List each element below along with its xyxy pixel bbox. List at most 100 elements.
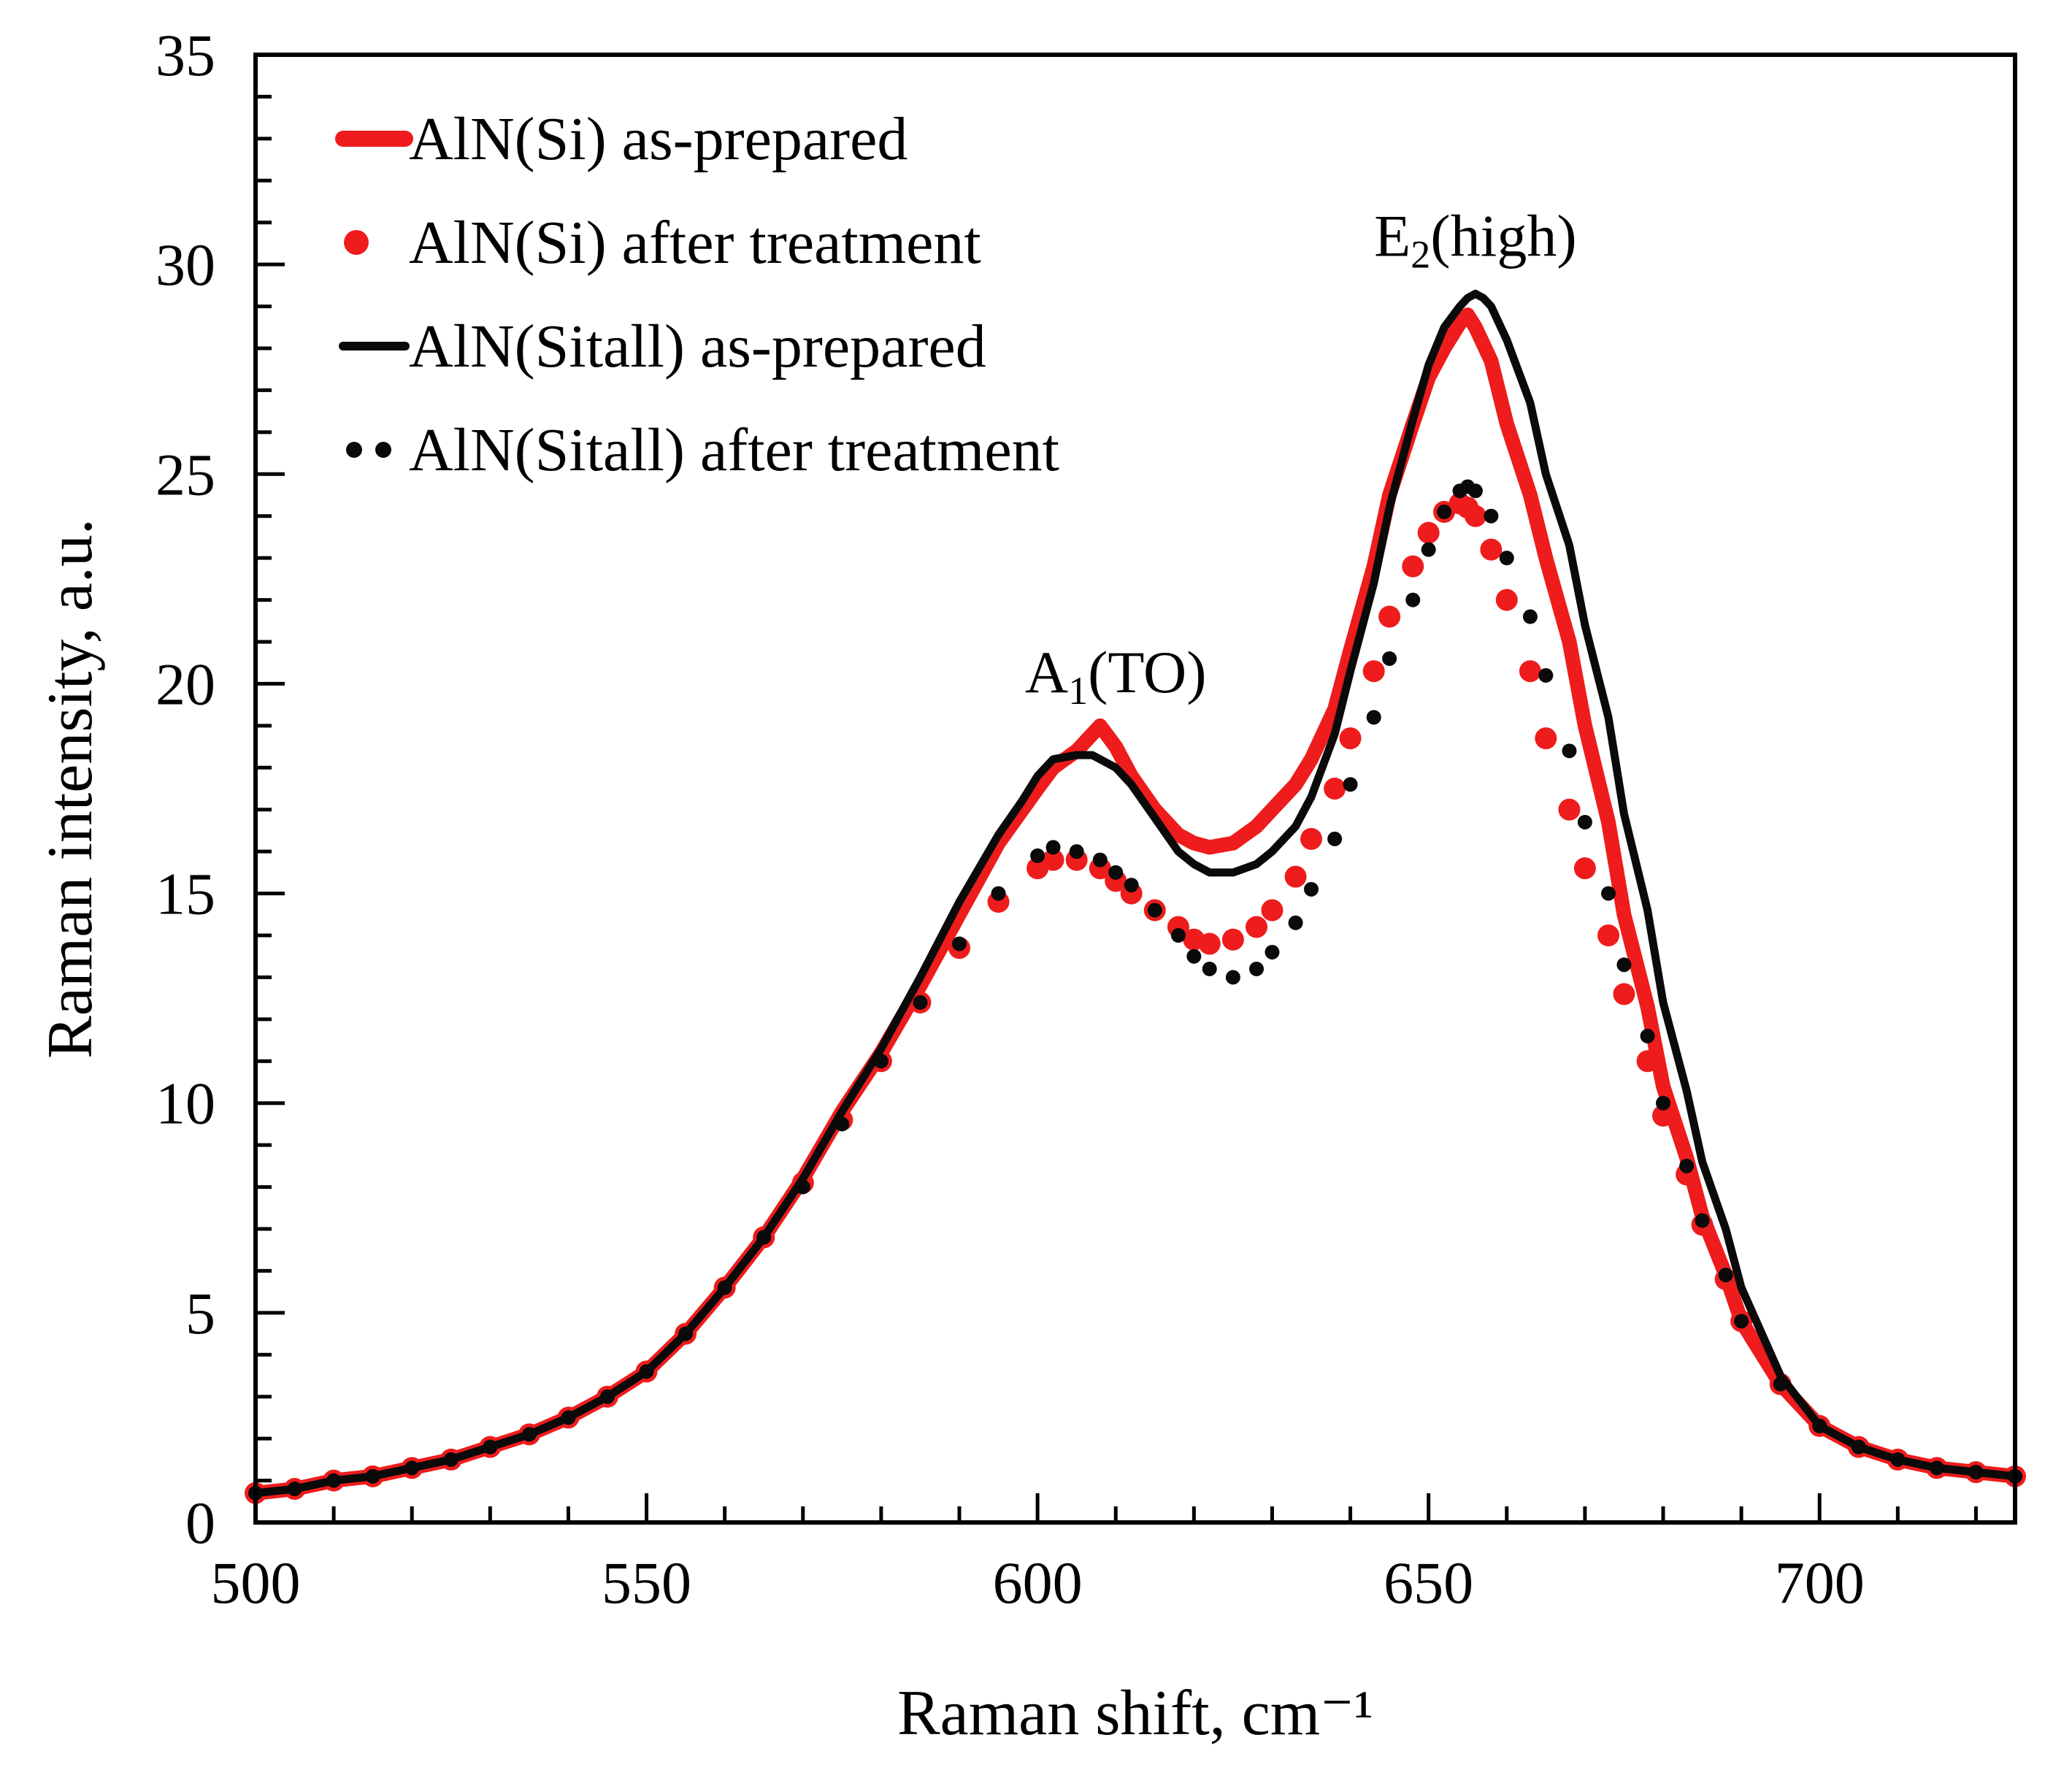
data-point bbox=[404, 1460, 420, 1476]
data-point bbox=[483, 1439, 498, 1455]
data-point bbox=[1437, 504, 1452, 519]
data-point bbox=[1573, 857, 1596, 880]
x-tick-label: 500 bbox=[211, 1549, 301, 1616]
data-point bbox=[1522, 609, 1538, 624]
legend-swatch-marker bbox=[346, 442, 362, 458]
data-point bbox=[1402, 555, 1424, 578]
x-tick-label: 600 bbox=[993, 1549, 1083, 1616]
plot-frame bbox=[253, 53, 2017, 1525]
data-point bbox=[1616, 957, 1632, 973]
data-point bbox=[1519, 660, 1541, 683]
data-point bbox=[952, 936, 967, 951]
data-point bbox=[1261, 899, 1284, 922]
data-point bbox=[1577, 814, 1592, 830]
data-point bbox=[1851, 1439, 1866, 1455]
y-tick-label: 10 bbox=[156, 1070, 215, 1137]
legend-item-si-as-prepared: AlN(Si) as-prepared bbox=[335, 105, 908, 173]
data-point bbox=[1464, 505, 1486, 527]
legend-label: AlN(Sitall) after treatment bbox=[409, 416, 1059, 484]
data-point bbox=[1467, 483, 1483, 499]
data-point bbox=[1288, 915, 1303, 930]
data-point bbox=[1045, 840, 1061, 855]
legend-item-sitall-as-prepared: AlN(Sitall) as-prepared bbox=[339, 313, 986, 380]
legend-item-si-after-treatment: AlN(Si) after treatment bbox=[344, 209, 981, 277]
data-point bbox=[600, 1389, 615, 1404]
data-point bbox=[1535, 727, 1557, 750]
y-axis-title: Raman intensity, a.u. bbox=[35, 518, 106, 1059]
legend-swatch-marker bbox=[375, 442, 391, 458]
data-point bbox=[1362, 660, 1385, 683]
data-point bbox=[1324, 778, 1346, 800]
data-point bbox=[1202, 961, 1217, 976]
data-point bbox=[521, 1427, 537, 1442]
data-point bbox=[561, 1410, 576, 1425]
data-point bbox=[873, 1054, 889, 1069]
data-point bbox=[1030, 848, 1045, 863]
y-axis: 0 5 10 15 20 25 30 35 bbox=[156, 22, 285, 1556]
y-tick-label: 0 bbox=[185, 1490, 215, 1556]
y-tick-label: 5 bbox=[185, 1280, 215, 1346]
data-point bbox=[1484, 508, 1499, 524]
data-point bbox=[795, 1179, 810, 1195]
data-point bbox=[1480, 538, 1503, 561]
data-point bbox=[326, 1473, 342, 1488]
data-point bbox=[1304, 881, 1319, 897]
data-point bbox=[1773, 1376, 1788, 1392]
data-point bbox=[1656, 1095, 1670, 1111]
data-point bbox=[1327, 831, 1343, 846]
x-tick-label: 550 bbox=[602, 1549, 691, 1616]
data-point bbox=[1734, 1314, 1749, 1329]
data-point bbox=[1339, 727, 1362, 750]
data-point bbox=[1069, 844, 1084, 859]
data-point bbox=[1562, 743, 1577, 759]
data-point bbox=[1108, 865, 1124, 880]
data-point bbox=[1300, 827, 1322, 850]
annotation-a1: A1(TO) bbox=[1025, 639, 1207, 713]
data-point bbox=[1405, 592, 1421, 608]
data-point bbox=[991, 886, 1006, 901]
plot-area bbox=[245, 289, 2026, 1504]
series-line bbox=[251, 289, 2019, 1498]
data-point bbox=[1929, 1460, 1944, 1476]
data-point bbox=[834, 1116, 850, 1132]
data-point bbox=[1601, 886, 1616, 901]
data-point bbox=[1265, 944, 1280, 959]
data-point bbox=[639, 1364, 654, 1379]
legend-swatch-marker bbox=[344, 230, 369, 255]
data-point bbox=[1890, 1452, 1906, 1467]
y-tick-label: 20 bbox=[156, 651, 215, 717]
data-point bbox=[1558, 798, 1581, 821]
data-point bbox=[1636, 1050, 1659, 1073]
data-point bbox=[678, 1326, 694, 1341]
y-tick-label: 25 bbox=[156, 441, 215, 507]
annotation-e2: E2(high) bbox=[1374, 203, 1577, 277]
data-point bbox=[1640, 1028, 1655, 1043]
data-point bbox=[913, 995, 928, 1010]
data-point bbox=[1170, 928, 1186, 943]
y-tick-label: 35 bbox=[156, 22, 215, 88]
data-point bbox=[1812, 1418, 1827, 1433]
legend: AlN(Si) as-prepared AlN(Si) after treatm… bbox=[335, 105, 1059, 484]
legend-label: AlN(Sitall) as-prepared bbox=[409, 313, 986, 380]
x-axis-title: Raman shift, cm⁻¹ bbox=[897, 1678, 1373, 1749]
data-point bbox=[1417, 521, 1440, 544]
legend-label: AlN(Si) after treatment bbox=[409, 209, 981, 277]
data-point bbox=[1042, 848, 1064, 871]
data-point bbox=[443, 1452, 458, 1467]
data-point bbox=[1597, 924, 1620, 946]
data-point bbox=[1147, 903, 1162, 918]
data-point bbox=[1695, 1213, 1710, 1228]
data-point bbox=[1421, 542, 1436, 557]
data-point bbox=[1092, 852, 1108, 867]
data-point bbox=[287, 1482, 302, 1497]
series-2 bbox=[251, 289, 2019, 1498]
y-tick-label: 15 bbox=[156, 861, 215, 927]
data-point bbox=[1538, 667, 1554, 683]
x-tick-label: 650 bbox=[1384, 1549, 1473, 1616]
data-point bbox=[1343, 777, 1358, 792]
data-point bbox=[1382, 651, 1397, 666]
data-point bbox=[1968, 1465, 1984, 1480]
data-point bbox=[365, 1468, 380, 1484]
data-point bbox=[1284, 865, 1307, 888]
